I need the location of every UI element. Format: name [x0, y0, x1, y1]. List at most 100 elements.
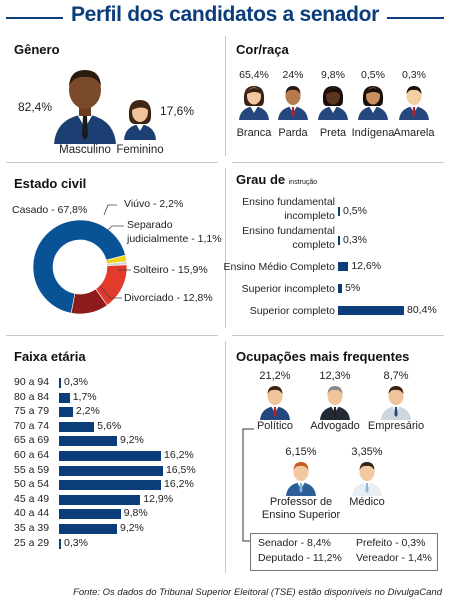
grau-title-small: instrução	[288, 179, 318, 186]
estado-civil-leaders	[99, 204, 131, 299]
grau-category-label: completo	[292, 239, 335, 251]
title-rule-right	[334, 17, 444, 19]
grau-value-label: 12,6%	[351, 260, 382, 272]
man-icon	[397, 84, 431, 120]
faixa-bar	[59, 378, 61, 388]
divider-v3	[225, 341, 226, 573]
faixa-value-label: 2,2%	[75, 405, 100, 418]
estado-civil-donut	[32, 219, 128, 315]
label-solteiro: Solteiro - 15,9%	[133, 264, 208, 276]
woman-icon	[316, 84, 350, 120]
detail-vereador: Vereador - 1,4%	[356, 552, 432, 564]
faixa-bar	[59, 494, 141, 505]
faixa-bar	[59, 451, 162, 461]
title-rule-left	[6, 17, 116, 19]
faixa-bar	[59, 538, 61, 549]
detail-senador: Senador - 8,4%	[258, 537, 331, 549]
detail-deputado: Deputado - 11,2%	[258, 552, 342, 564]
cor-label-0: Branca	[236, 127, 272, 139]
faixa-category-label: 50 a 54	[14, 478, 50, 491]
grau-bar	[338, 284, 343, 293]
faixa-bar	[59, 465, 163, 476]
faixa-value-label: 16,5%	[165, 463, 196, 476]
faixa-bar	[59, 392, 70, 403]
header: Perfil dos candidatos a senador	[0, 0, 450, 34]
faixa-category-label: 60 a 64	[14, 449, 50, 461]
source-note: Fonte: Os dados do Tribunal Superior Ele…	[73, 587, 442, 598]
ocupacao-value-0: 21,2%	[259, 370, 291, 382]
grau-bar	[338, 236, 340, 245]
faixa-category-label: 55 a 59	[14, 463, 50, 476]
faixa-category-label: 65 a 69	[14, 434, 50, 447]
ocupacao-label-4: Médico	[349, 496, 385, 508]
faixa-bar	[59, 480, 162, 491]
ocupacao-value-2: 8,7%	[383, 370, 409, 382]
faixa-value-label: 0,3%	[64, 376, 88, 388]
faixa-category-label: 90 a 94	[14, 376, 50, 388]
grau-value-label: 0,3%	[343, 234, 367, 246]
faixa-category-label: 35 a 39	[14, 522, 50, 534]
ocupacao-label-2: Empresário	[367, 420, 425, 432]
cor-value-4: 0,3%	[402, 69, 426, 81]
grau-value-label: 0,5%	[343, 205, 367, 217]
divider-v2	[225, 168, 226, 328]
cor-label-2: Preta	[319, 127, 347, 139]
grau-category-label: Ensino Médio Completo	[223, 261, 335, 273]
faixa-value-label: 0,3%	[64, 536, 88, 549]
genero-value-masculino: 82,4%	[18, 100, 53, 114]
cor-value-2: 9,8%	[321, 69, 345, 81]
woman-icon	[356, 84, 390, 120]
ocupacao-label-0: Político	[256, 420, 294, 432]
woman-icon	[237, 84, 271, 120]
grau-bar	[338, 207, 340, 216]
cor-value-3: 0,5%	[361, 69, 385, 81]
genero-value-feminino: 17,6%	[160, 104, 195, 118]
cor-value-0: 65,4%	[239, 69, 269, 81]
faixa-value-label: 16,2%	[164, 478, 194, 491]
grau-value-label: 80,4%	[407, 304, 437, 316]
label-separado-1: Separado	[127, 219, 173, 231]
lawyer-icon	[318, 384, 352, 420]
faixa-value-label: 5,6%	[97, 419, 122, 432]
genero-label-feminino: Feminino	[116, 144, 164, 156]
faixa-category-label: 25 a 29	[14, 536, 50, 549]
ocupacoes-title: Ocupações mais frequentes	[236, 349, 410, 364]
faixa-bar	[59, 524, 117, 534]
ocupacao-value-3: 6,15%	[285, 446, 317, 458]
cor-label-4: Amarela	[393, 127, 435, 139]
faixa-bar	[59, 436, 117, 447]
ocupacoes-bracket	[242, 428, 254, 542]
donut-slice-casado	[32, 219, 126, 314]
divider-h1-left	[6, 162, 218, 163]
grau-value-label: 5%	[345, 282, 361, 294]
man-icon	[54, 70, 116, 144]
businessman-icon	[379, 384, 413, 420]
politician-icon	[258, 384, 292, 420]
estado-civil-title: Estado civil	[14, 176, 87, 191]
genero-label-masculino: Masculino	[59, 144, 111, 156]
faixa-value-label: 9,8%	[123, 507, 148, 520]
cor-label-3: Indígena	[351, 127, 395, 139]
faixa-category-label: 70 a 74	[14, 419, 50, 432]
faixa-value-label: 16,2%	[164, 449, 194, 461]
faixa-value-label: 1,7%	[72, 390, 97, 403]
teacher-icon	[284, 460, 318, 496]
label-separado-2: judicialmente - 1,1%	[127, 233, 222, 245]
grau-category-label: Superior incompleto	[241, 283, 335, 295]
donut-slice-divorciado	[70, 288, 108, 315]
divider-h2-right	[232, 335, 444, 336]
label-divorciado: Divorciado - 12,8%	[124, 292, 213, 304]
grau-category-label: Ensino fundamental	[242, 196, 335, 208]
faixa-category-label: 75 a 79	[14, 405, 50, 418]
faixa-title: Faixa etária	[14, 349, 86, 364]
detail-prefeito: Prefeito - 0,3%	[356, 537, 426, 549]
woman-icon	[124, 100, 156, 140]
cor-label-1: Parda	[278, 127, 308, 139]
man-icon	[276, 84, 310, 120]
divider-h1-right	[232, 162, 444, 163]
faixa-bar	[59, 421, 95, 432]
label-casado: Casado - 67,8%	[12, 204, 88, 216]
doctor-icon	[350, 460, 384, 496]
ocupacao-value-4: 3,35%	[351, 446, 383, 458]
divider-v1	[225, 36, 226, 156]
